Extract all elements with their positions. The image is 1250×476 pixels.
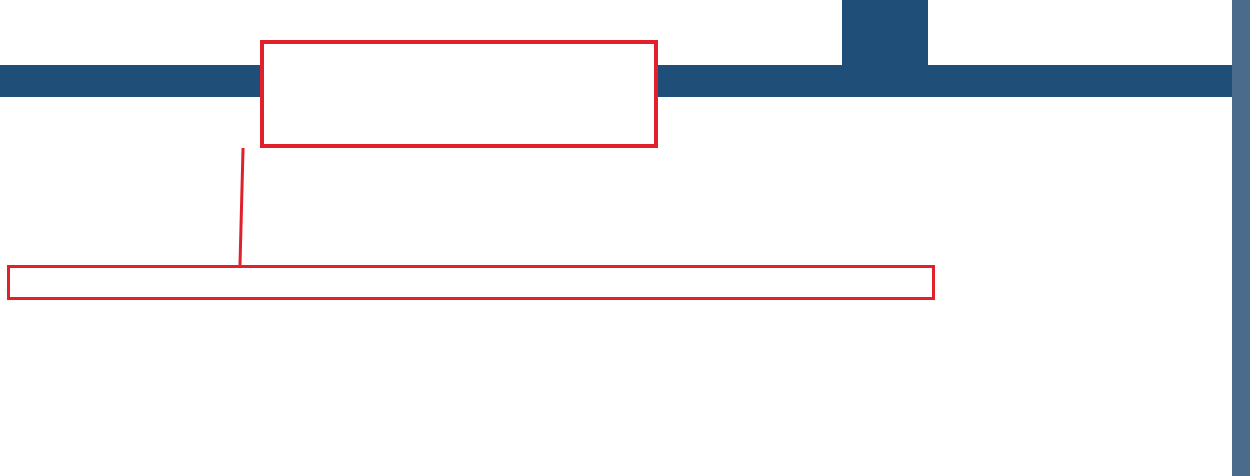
vertical-scrollbar[interactable] [1232,0,1250,476]
annotation-callout [260,40,658,148]
fails-column-band [842,0,928,65]
highlight-frame [7,265,935,300]
